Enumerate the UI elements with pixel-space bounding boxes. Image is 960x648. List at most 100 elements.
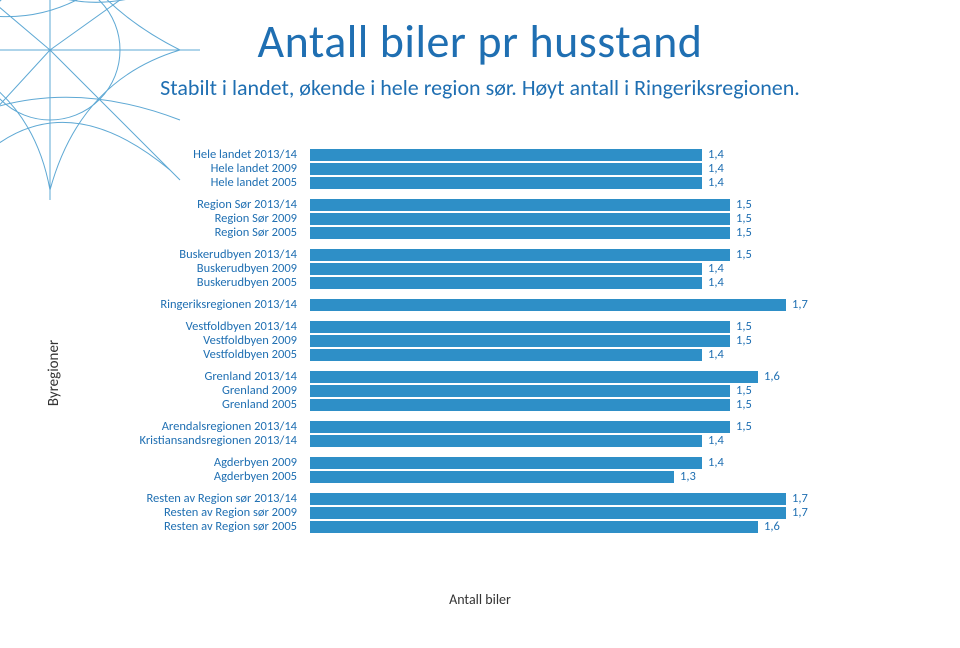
bar (310, 457, 702, 469)
bar (310, 199, 730, 211)
bar-row: 1,4 (310, 456, 870, 470)
bar-value: 1,7 (792, 492, 808, 506)
bar (310, 263, 702, 275)
bar-value: 1,4 (708, 434, 724, 448)
bar (310, 421, 730, 433)
bar-row: 1,6 (310, 520, 870, 534)
bar-value: 1,5 (736, 248, 752, 262)
category-label: Region Sør 2013/14 (197, 198, 297, 212)
bar-row: 1,4 (310, 148, 870, 162)
category-label: Buskerudbyen 2005 (197, 276, 297, 290)
bar-value: 1,4 (708, 262, 724, 276)
bar-value: 1,7 (792, 506, 808, 520)
bar-row: 1,4 (310, 348, 870, 362)
bar (310, 385, 730, 397)
category-label: Grenland 2013/14 (204, 370, 297, 384)
bar-row: 1,4 (310, 162, 870, 176)
category-label: Grenland 2009 (222, 384, 297, 398)
group-gap (310, 290, 870, 298)
category-label: Hele landet 2005 (211, 176, 297, 190)
bar-row: 1,3 (310, 470, 870, 484)
bar (310, 249, 730, 261)
slide: Antall biler pr husstand Stabilt i lande… (0, 0, 960, 648)
bar (310, 507, 786, 519)
bar-row: 1,5 (310, 226, 870, 240)
bar-value: 1,5 (736, 320, 752, 334)
bar (310, 335, 730, 347)
bar-row: 1,5 (310, 398, 870, 412)
bar-row: 1,5 (310, 384, 870, 398)
bar (310, 471, 674, 483)
bar-value: 1,4 (708, 148, 724, 162)
bar-row: 1,7 (310, 506, 870, 520)
bar (310, 435, 702, 447)
bar (310, 177, 702, 189)
category-label: Buskerudbyen 2013/14 (179, 248, 297, 262)
bar (310, 521, 758, 533)
group-gap (310, 312, 870, 320)
bar-value: 1,5 (736, 198, 752, 212)
bar-value: 1,5 (736, 334, 752, 348)
category-label: Vestfoldbyen 2005 (203, 348, 297, 362)
category-label: Agderbyen 2009 (214, 456, 297, 470)
bar-value: 1,4 (708, 456, 724, 470)
bar-value: 1,3 (680, 470, 696, 484)
category-label: Grenland 2005 (222, 398, 297, 412)
group-gap (310, 448, 870, 456)
bar-chart: Byregioner Hele landet 2013/14Hele lande… (50, 138, 910, 608)
bar-row: 1,5 (310, 248, 870, 262)
category-labels: Hele landet 2013/14Hele landet 2009Hele … (50, 148, 305, 578)
bar (310, 213, 730, 225)
bar-row: 1,4 (310, 434, 870, 448)
x-axis-label: Antall biler (50, 591, 910, 608)
bar-row: 1,6 (310, 370, 870, 384)
category-label: Arendalsregionen 2013/14 (162, 420, 297, 434)
bar-row: 1,5 (310, 198, 870, 212)
category-label: Region Sør 2009 (215, 212, 297, 226)
category-label: Region Sør 2005 (215, 226, 297, 240)
bar (310, 493, 786, 505)
bar-value: 1,5 (736, 384, 752, 398)
bar-row: 1,5 (310, 320, 870, 334)
category-label: Hele landet 2013/14 (193, 148, 297, 162)
bar-value: 1,4 (708, 348, 724, 362)
bar-value: 1,6 (764, 520, 780, 534)
category-label: Resten av Region sør 2005 (164, 520, 297, 534)
group-gap (310, 484, 870, 492)
bar-row: 1,5 (310, 420, 870, 434)
bar (310, 349, 702, 361)
bar (310, 299, 786, 311)
group-gap (310, 190, 870, 198)
category-label: Hele landet 2009 (211, 162, 297, 176)
bar-value: 1,5 (736, 420, 752, 434)
bar-value: 1,6 (764, 370, 780, 384)
category-label: Resten av Region sør 2009 (164, 506, 297, 520)
bar (310, 227, 730, 239)
bar (310, 321, 730, 333)
category-label: Kristiansandsregionen 2013/14 (140, 434, 297, 448)
chart-title: Antall biler pr husstand (0, 14, 960, 70)
bar-row: 1,4 (310, 176, 870, 190)
bar-row: 1,7 (310, 298, 870, 312)
bar-value: 1,4 (708, 162, 724, 176)
bar-value: 1,4 (708, 176, 724, 190)
group-gap (310, 412, 870, 420)
group-gap (310, 362, 870, 370)
bar (310, 163, 702, 175)
bar (310, 277, 702, 289)
bar-row: 1,7 (310, 492, 870, 506)
bar-value: 1,7 (792, 298, 808, 312)
category-label: Resten av Region sør 2013/14 (146, 492, 297, 506)
bar-rows: 1,41,41,41,51,51,51,51,41,41,71,51,51,41… (310, 148, 870, 578)
bar-row: 1,4 (310, 262, 870, 276)
chart-subtitle: Stabilt i landet, økende i hele region s… (0, 74, 960, 101)
category-label: Buskerudbyen 2009 (197, 262, 297, 276)
category-label: Ringeriksregionen 2013/14 (160, 298, 297, 312)
bar-value: 1,5 (736, 226, 752, 240)
bar (310, 371, 758, 383)
bar-value: 1,5 (736, 398, 752, 412)
category-label: Agderbyen 2005 (214, 470, 297, 484)
bar (310, 399, 730, 411)
bar (310, 149, 702, 161)
category-label: Vestfoldbyen 2013/14 (186, 320, 297, 334)
